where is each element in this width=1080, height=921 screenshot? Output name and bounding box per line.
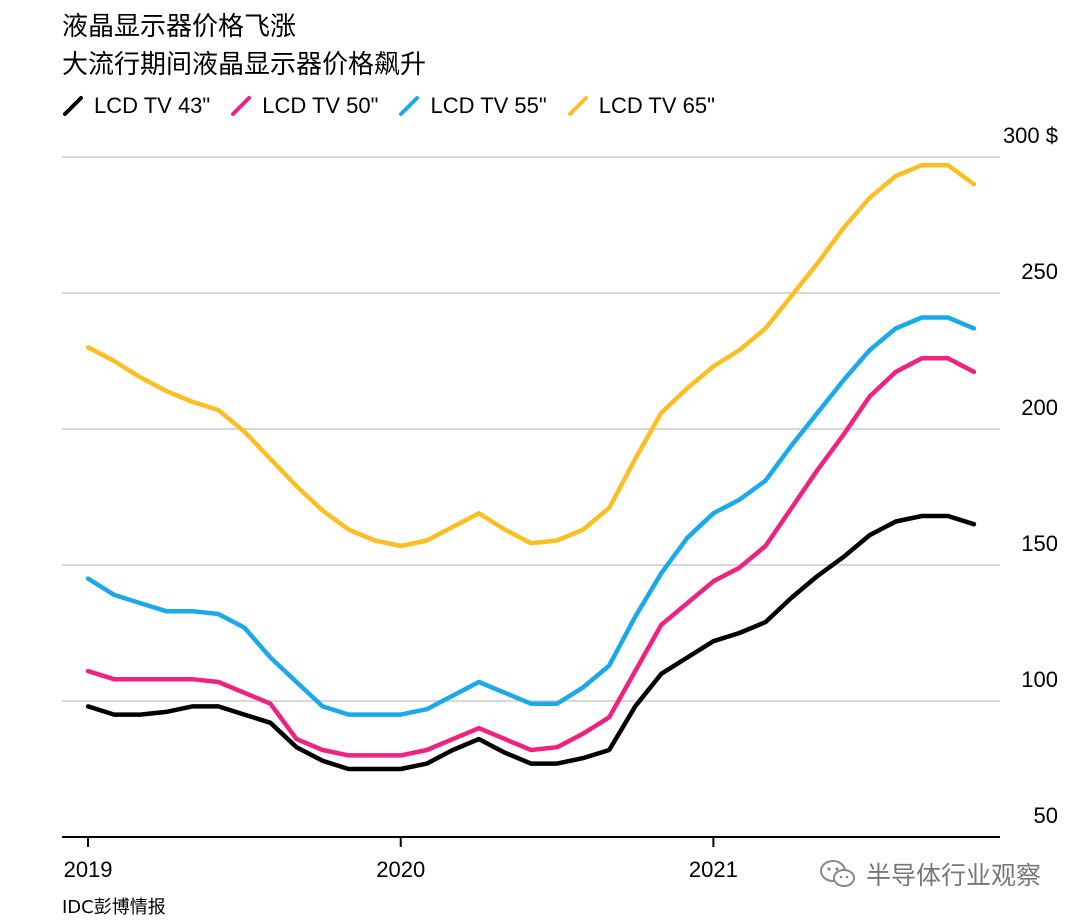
y-tick-label-250: 250 xyxy=(1021,259,1058,284)
x-tick-label-2020: 2020 xyxy=(376,857,425,882)
chart-subtitle: 大流行期间液晶显示器价格飙升 xyxy=(62,50,427,80)
chart-title: 液晶显示器价格飞涨 xyxy=(62,12,297,42)
legend-label-55: LCD TV 55" xyxy=(430,93,547,118)
legend-swatch-65 xyxy=(567,96,588,116)
x-tick-label-2019: 2019 xyxy=(64,857,113,882)
legend: LCD TV 43" LCD TV 50" LCD TV 55" LCD TV … xyxy=(62,92,735,120)
y-tick-label-200: 200 xyxy=(1021,395,1058,420)
series-line-lcd-tv-50 xyxy=(85,356,977,758)
legend-item-43: LCD TV 43" xyxy=(62,93,210,119)
legend-label-43: LCD TV 43" xyxy=(94,93,211,118)
wechat-icon xyxy=(820,860,855,887)
x-tick-label-2021: 2021 xyxy=(689,857,738,882)
y-tick-label-300: 300 $ xyxy=(1003,123,1058,148)
watermark-text: 半导体行业观察 xyxy=(866,861,1042,890)
series-line-lcd-tv-43 xyxy=(85,513,977,772)
legend-swatch-43 xyxy=(63,96,83,116)
y-tick-label-150: 150 xyxy=(1021,531,1058,556)
legend-item-65: LCD TV 65" xyxy=(567,93,715,119)
watermark: 半导体行业观察 xyxy=(818,856,1041,892)
y-tick-label-50: 50 xyxy=(1034,803,1058,828)
source-note: IDC彭博情报 xyxy=(62,897,166,918)
legend-item-50: LCD TV 50" xyxy=(230,93,378,119)
series-line-lcd-tv-55 xyxy=(85,315,977,717)
legend-label-65: LCD TV 65" xyxy=(598,93,715,118)
legend-item-55: LCD TV 55" xyxy=(398,93,547,119)
legend-label-50: LCD TV 50" xyxy=(262,93,379,118)
legend-swatch-55 xyxy=(399,96,420,116)
series-line-lcd-tv-65 xyxy=(85,162,977,549)
y-tick-label-100: 100 xyxy=(1021,667,1058,692)
legend-swatch-50 xyxy=(231,96,252,116)
